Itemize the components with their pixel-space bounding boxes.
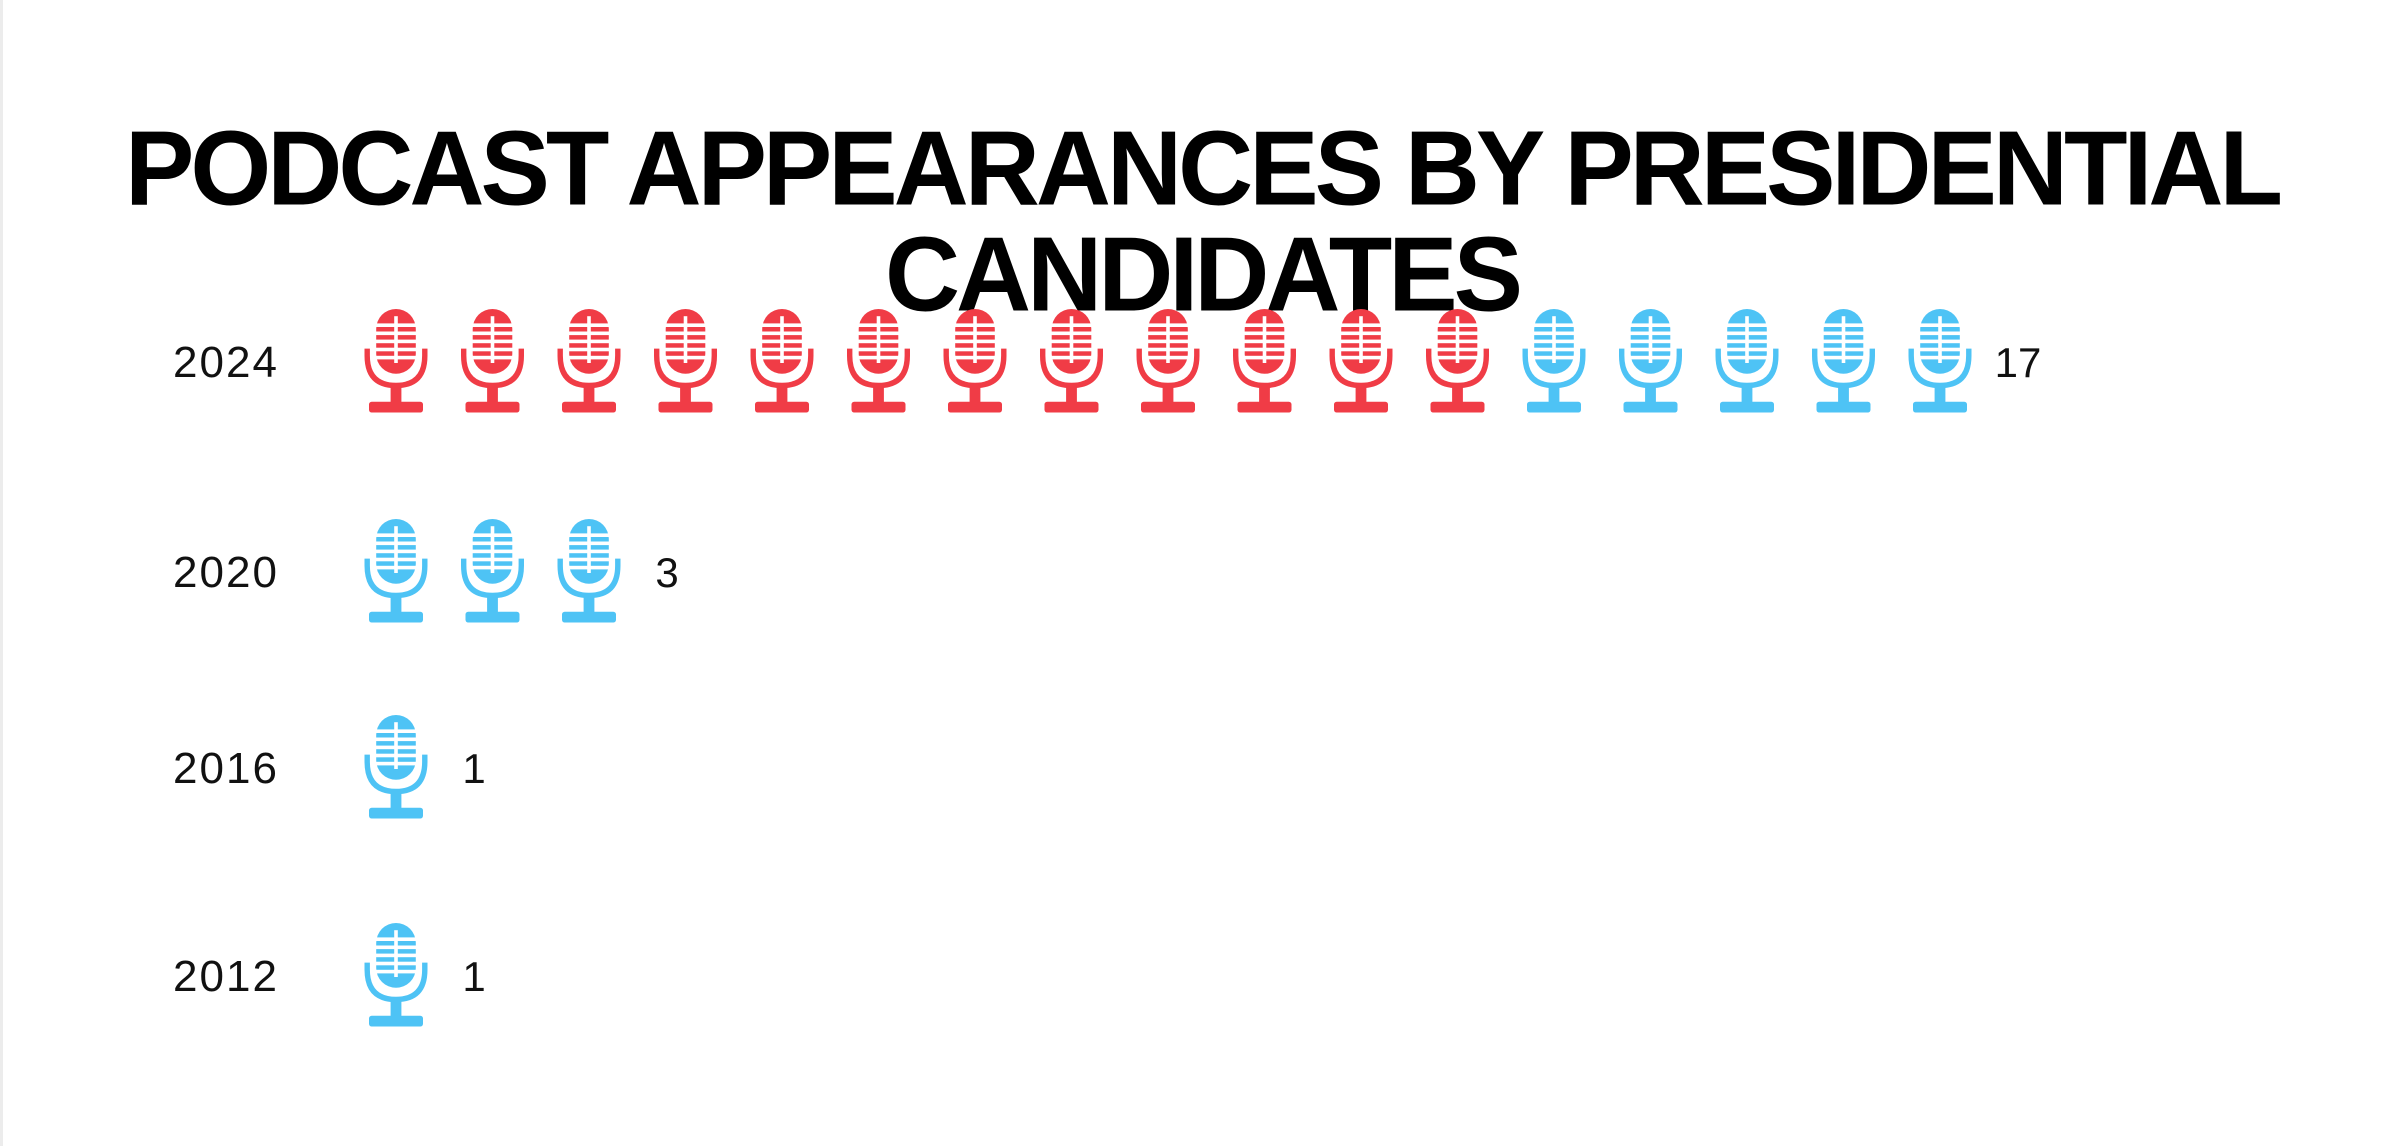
microphone-icon-red (654, 309, 717, 413)
microphone-icon-blue (557, 519, 621, 623)
count-label: 1 (462, 953, 485, 1000)
chart-title: PODCAST APPEARANCES BY PRESIDENTIAL CAND… (124, 109, 2283, 335)
microphone-icon-blue (364, 519, 428, 623)
count-label: 3 (655, 549, 678, 596)
microphone-icon-blue (1522, 309, 1586, 413)
microphone-icon-red (1329, 309, 1393, 413)
year-label: 2024 (173, 338, 279, 387)
microphone-icon-red (1426, 309, 1489, 413)
chart-row-2020: 2020 3 (173, 519, 679, 623)
chart-row-2012: 2012 1 (173, 923, 486, 1027)
microphone-icon-red (847, 309, 910, 413)
chart-row-2024: 2024 17 (173, 309, 2041, 413)
microphone-icon-blue (1812, 309, 1875, 413)
year-label: 2020 (173, 548, 279, 597)
microphone-icon-red (1233, 309, 1296, 413)
microphone-icon-blue (364, 923, 428, 1027)
microphone-icon-blue (364, 715, 428, 819)
year-label: 2012 (173, 952, 279, 1001)
microphone-icon-red (750, 309, 814, 413)
microphone-icon-red (1040, 309, 1103, 413)
microphone-icon-blue (1715, 309, 1779, 413)
microphone-icon-red (364, 309, 428, 413)
microphone-icon-red (1136, 309, 1200, 413)
microphone-icon-red (461, 309, 524, 413)
microphone-icon-red (943, 309, 1007, 413)
page-edge-rule (0, 0, 3, 1146)
chart-row-2016: 2016 1 (173, 715, 486, 819)
microphone-icon-red (557, 309, 621, 413)
year-label: 2016 (173, 744, 279, 793)
count-label: 1 (462, 745, 485, 792)
microphone-icon-blue (461, 519, 524, 623)
microphone-icon-blue (1619, 309, 1682, 413)
microphone-icon-blue (1908, 309, 1972, 413)
count-label: 17 (1995, 339, 2042, 386)
